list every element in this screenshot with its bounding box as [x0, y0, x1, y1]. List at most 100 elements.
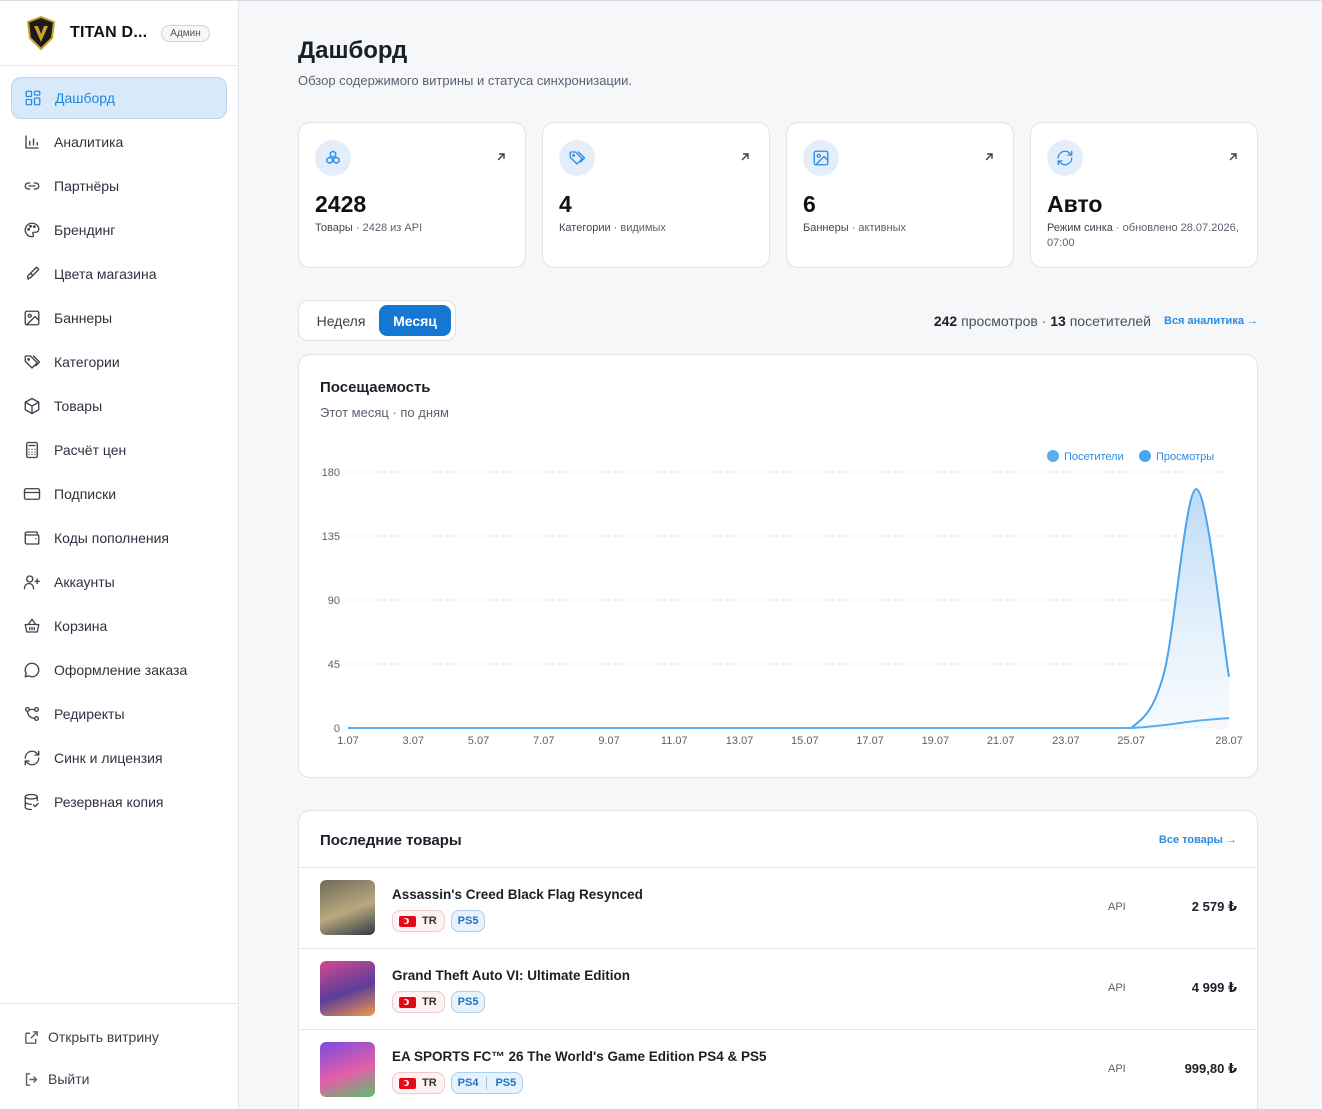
stat-card[interactable]: 4 Категории · видимых [542, 122, 770, 268]
product-price: 4 999 ₺ [1191, 980, 1237, 995]
product-row[interactable]: Assassin's Creed Black Flag Resynced TR PS… [299, 868, 1257, 949]
shield-logo-icon [26, 16, 56, 50]
stat-card-label: Товары · 2428 из API [315, 221, 515, 236]
product-source: API [1108, 901, 1126, 913]
sidebar-item-label: Подписки [54, 486, 117, 502]
all-products-link[interactable]: Все товары → [1158, 834, 1237, 846]
region-tag: TR [392, 991, 445, 1013]
sidebar-item-label: Товары [54, 398, 103, 414]
sidebar-item-11[interactable]: Аккаунты [11, 561, 227, 603]
x-tick-label: 17.07 [856, 735, 884, 747]
stat-card-label-key: Баннеры [803, 222, 849, 234]
stat-card-icon-wrap [559, 140, 595, 176]
product-price: 2 579 ₺ [1191, 899, 1237, 914]
traffic-summary: 242 просмотров · 13 посетителей [933, 313, 1151, 329]
legend-swatch [1047, 450, 1059, 462]
sidebar-item-0[interactable]: Дашборд [11, 77, 227, 119]
region-label: TR [422, 915, 437, 927]
x-tick-label: 11.07 [661, 735, 688, 747]
stat-card-icon-wrap [1047, 140, 1083, 176]
logout-button[interactable]: Выйти [0, 1058, 238, 1100]
wallet-icon [24, 531, 40, 545]
sidebar-item-label: Аккаунты [54, 574, 115, 590]
all-analytics-link[interactable]: Вся аналитика → [1164, 315, 1258, 327]
external-link-icon [25, 1030, 38, 1044]
turkey-flag-icon [399, 996, 416, 1008]
product-thumbnail [320, 880, 375, 935]
y-tick-label: 45 [328, 659, 340, 671]
stat-card-value: 4 [559, 191, 572, 217]
x-tick-label: 9.07 [598, 735, 619, 747]
sidebar-footer: Открыть витрину Выйти [0, 1003, 238, 1109]
legend-label: Просмотры [1156, 451, 1214, 463]
product-row[interactable]: EA SPORTS FC™ 26 The World's Game Editio… [299, 1030, 1257, 1109]
sidebar-item-7[interactable]: Товары [11, 385, 227, 427]
x-tick-label: 5.07 [468, 735, 489, 747]
period-week-button[interactable]: Неделя [316, 312, 366, 329]
stat-card-label-rest: · активных [848, 222, 906, 234]
sidebar-item-label: Оформление заказа [54, 662, 188, 678]
region-tag: TR [392, 1072, 445, 1094]
user-plus-icon [23, 575, 41, 590]
sidebar-item-5[interactable]: Баннеры [11, 297, 227, 339]
sidebar-item-14[interactable]: Редиректы [11, 693, 227, 735]
stat-card-value: Авто [1047, 191, 1103, 217]
credit-card-icon [23, 488, 41, 500]
stat-card[interactable]: 6 Баннеры · активных [786, 122, 1014, 268]
brand-name: TITAN D... [70, 24, 148, 41]
arrow-up-right-icon [741, 153, 749, 161]
sidebar-item-label: Баннеры [54, 310, 113, 326]
sidebar-item-label: Дашборд [55, 90, 115, 106]
platform-separator [486, 1076, 488, 1090]
message-icon [24, 662, 40, 678]
platform-label: PS5 [457, 996, 479, 1008]
sidebar-nav: Дашборд Аналитика Партнёры Брендинг Цвета ма… [0, 66, 238, 823]
period-switch: Неделя Месяц [298, 300, 456, 341]
visitors-count: 13 [1050, 313, 1066, 329]
sidebar-item-9[interactable]: Подписки [11, 473, 227, 515]
x-tick-label: 19.07 [922, 735, 950, 747]
sidebar-item-2[interactable]: Партнёры [11, 165, 227, 207]
product-row[interactable]: Grand Theft Auto VI: Ultimate Edition TR P… [299, 949, 1257, 1030]
sidebar-item-label: Редиректы [54, 706, 125, 722]
period-month-button[interactable]: Месяц [379, 305, 451, 336]
sidebar-item-3[interactable]: Брендинг [11, 209, 227, 251]
stat-card[interactable]: Авто Режим синка · обновлено 28.07.2026, … [1030, 122, 1258, 268]
x-tick-label: 3.07 [403, 735, 424, 747]
sidebar-item-6[interactable]: Категории [11, 341, 227, 383]
sidebar-item-15[interactable]: Синк и лицензия [11, 737, 227, 779]
sidebar-item-10[interactable]: Коды пополнения [11, 517, 227, 559]
x-tick-label: 15.07 [791, 735, 819, 747]
sidebar-item-8[interactable]: Расчёт цен [11, 429, 227, 471]
open-store-link[interactable]: Открыть витрину [0, 1016, 238, 1058]
platform-tag: PS4 PS5 [450, 1072, 524, 1094]
stat-card-icon-wrap [803, 140, 839, 176]
stat-card[interactable]: 2428 Товары · 2428 из API [298, 122, 526, 268]
stat-card-label: Баннеры · активных [803, 221, 1003, 236]
sidebar-item-16[interactable]: Резервная копия [11, 781, 227, 823]
product-name: EA SPORTS FC™ 26 The World's Game Editio… [392, 1049, 767, 1064]
product-price: 999,80 ₺ [1184, 1061, 1237, 1076]
sidebar-item-label: Партнёры [54, 178, 120, 194]
arrow-up-right-icon [985, 153, 993, 161]
stat-card-value: 2428 [315, 191, 367, 217]
region-tag: TR [392, 910, 445, 932]
paint-brush-icon [27, 266, 40, 280]
refresh-icon [1057, 150, 1073, 166]
chart-title: Посещаемость [320, 379, 431, 396]
box-icon [24, 397, 40, 415]
sidebar-item-12[interactable]: Корзина [11, 605, 227, 647]
sidebar-item-1[interactable]: Аналитика [11, 121, 227, 163]
sidebar-item-4[interactable]: Цвета магазина [11, 253, 227, 295]
y-tick-label: 135 [322, 531, 340, 543]
product-name: Assassin's Creed Black Flag Resynced [392, 887, 643, 902]
y-tick-label: 0 [334, 723, 340, 735]
recent-products-title: Последние товары [320, 832, 462, 849]
stat-card-label-rest: · обновлено 28.07.2026, 07:00 [1047, 222, 1239, 249]
legend-label: Посетители [1064, 451, 1124, 463]
region-label: TR [422, 996, 437, 1008]
sidebar-item-13[interactable]: Оформление заказа [11, 649, 227, 691]
sidebar-item-label: Категории [54, 354, 120, 370]
bar-chart-icon [25, 135, 39, 149]
arrow-up-right-icon [497, 153, 505, 161]
